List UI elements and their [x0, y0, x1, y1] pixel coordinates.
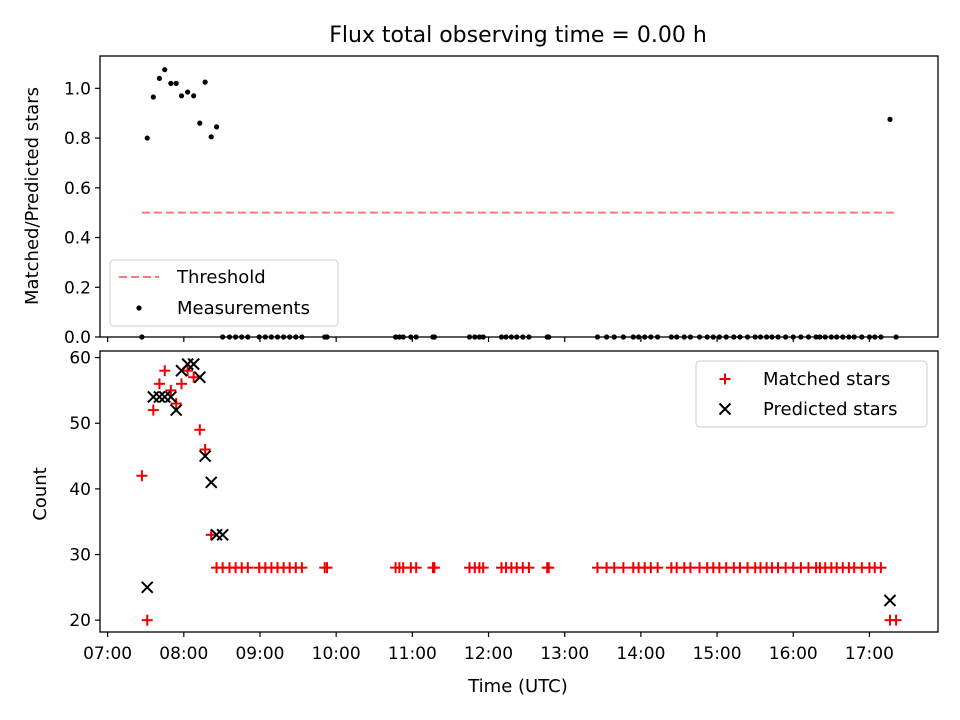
legend-threshold-label: Threshold	[176, 267, 266, 288]
legend-matched-marker	[719, 373, 731, 385]
legend-matched-swatch	[719, 373, 731, 385]
bottom-x-axis: 07:00 08:00 09:00 10:00 11:00 12:00 13:00 14:00…	[83, 632, 894, 664]
measurement-point	[144, 135, 150, 141]
top-y-tick-label: 0.8	[64, 129, 91, 149]
predicted-star-point	[187, 357, 200, 371]
top-y-axis: 0.0 0.2 0.4 0.6 0.8 1.0	[64, 79, 100, 348]
matched-star-point	[410, 562, 422, 574]
top-y-tick-label: 0.6	[64, 179, 91, 199]
matched-star-point	[617, 562, 629, 574]
bottom-x-tick-label: 16:00	[769, 644, 818, 664]
bottom-y-tick-label: 30	[69, 546, 91, 566]
bottom-x-tick-label: 08:00	[159, 644, 208, 664]
matched-star-point	[141, 614, 153, 626]
top-y-axis-label: Matched/Predicted stars	[22, 87, 43, 305]
predicted-star-point	[216, 528, 229, 542]
measurement-point	[887, 116, 893, 123]
bottom-panel: 07:00 08:00 09:00 10:00 11:00 12:00 13:00 14:00…	[30, 349, 939, 697]
bottom-plot-area	[136, 357, 902, 626]
bottom-x-tick-label: 11:00	[388, 644, 437, 664]
top-y-tick-label: 1.0	[64, 79, 91, 99]
top-y-tick-label: 0.4	[64, 229, 91, 249]
top-y-tick-label: 0.0	[64, 328, 91, 348]
legend-predicted-marker	[718, 402, 732, 416]
matched-star-point	[182, 365, 194, 377]
legend-measurements-swatch	[136, 305, 142, 311]
bottom-y-tick-label: 20	[69, 611, 91, 631]
bottom-x-tick-label: 14:00	[616, 644, 665, 664]
measurement-point	[197, 120, 203, 126]
matched-star-point	[890, 614, 902, 626]
top-legend: Threshold Measurements	[109, 259, 339, 327]
bottom-legend-box	[695, 360, 928, 428]
top-axes-frame	[99, 55, 939, 338]
bottom-axes-frame	[99, 350, 939, 633]
matched-star-point	[170, 398, 182, 410]
predicted-star-point	[153, 390, 166, 404]
top-legend-box	[109, 259, 339, 327]
predicted-star-point	[198, 449, 212, 463]
matched-star-point	[136, 470, 148, 482]
measurement-point	[150, 94, 156, 100]
bottom-x-axis-label: Time (UTC)	[467, 676, 568, 697]
measurement-point	[178, 93, 185, 99]
chart-title: Flux total observing time = 0.00 h	[329, 23, 707, 48]
top-panel: 0.0 0.2 0.4 0.6 0.8 1.0 Matched/Predicted sta…	[22, 55, 939, 348]
bottom-x-tick-label: 09:00	[235, 644, 284, 664]
matched-star-point	[296, 562, 308, 574]
matched-star-point	[543, 562, 555, 574]
top-x-ticks	[107, 337, 871, 342]
matched-star-point	[205, 529, 217, 541]
bottom-y-tick-label: 50	[69, 414, 91, 434]
matched-star-point	[523, 562, 535, 574]
predicted-star-point	[193, 371, 207, 384]
legend-predicted-label: Predicted stars	[763, 399, 897, 420]
bottom-x-tick-label: 15:00	[693, 644, 742, 664]
matched-star-point	[194, 424, 206, 436]
bottom-x-tick-label: 13:00	[540, 644, 589, 664]
matched-star-point	[199, 443, 211, 455]
bottom-x-tick-label: 17:00	[845, 644, 894, 664]
matched-star-point	[242, 562, 254, 574]
bottom-x-tick-label: 07:00	[83, 644, 132, 664]
legend-predicted-swatch	[718, 402, 732, 416]
matched-star-point	[428, 562, 440, 574]
predicted-star-point	[141, 581, 154, 594]
measurement-point	[156, 75, 163, 81]
matched-star-point	[652, 562, 664, 574]
bottom-y-tick-label: 60	[69, 349, 91, 369]
matched-star-point	[153, 378, 165, 390]
bottom-y-axis-label: Count	[30, 467, 51, 520]
matched-star-point	[159, 365, 171, 377]
bottom-y-tick-label: 40	[69, 480, 91, 500]
predicted-star-point	[169, 403, 183, 417]
bottom-x-tick-label: 10:00	[312, 644, 361, 664]
measurement-point	[168, 80, 174, 86]
bottom-x-tick-label: 12:00	[464, 644, 513, 664]
matched-star-point	[165, 384, 177, 396]
matched-star-point	[188, 371, 200, 383]
measurement-point	[162, 67, 168, 73]
matched-star-point	[176, 378, 188, 390]
bottom-y-axis: 20 30 40 50 60	[69, 349, 100, 631]
predicted-star-point	[164, 390, 178, 404]
top-y-tick-label: 0.2	[64, 278, 91, 298]
measurement-point	[213, 124, 220, 130]
measurement-point	[191, 93, 197, 99]
matched-star-point	[875, 562, 887, 574]
legend-matched-label: Matched stars	[763, 369, 890, 390]
measurement-point	[208, 134, 214, 140]
measurement-point	[173, 80, 179, 86]
matched-star-point	[477, 562, 489, 574]
measurement-point	[202, 79, 208, 85]
measurement-point	[185, 89, 191, 95]
predicted-star-point	[883, 594, 897, 607]
matched-star-point	[321, 562, 333, 574]
matched-star-point	[147, 404, 159, 416]
legend-measurements-label: Measurements	[177, 298, 310, 319]
bottom-legend: Matched stars Predicted stars	[695, 360, 928, 428]
predicted-star-point	[205, 476, 218, 489]
